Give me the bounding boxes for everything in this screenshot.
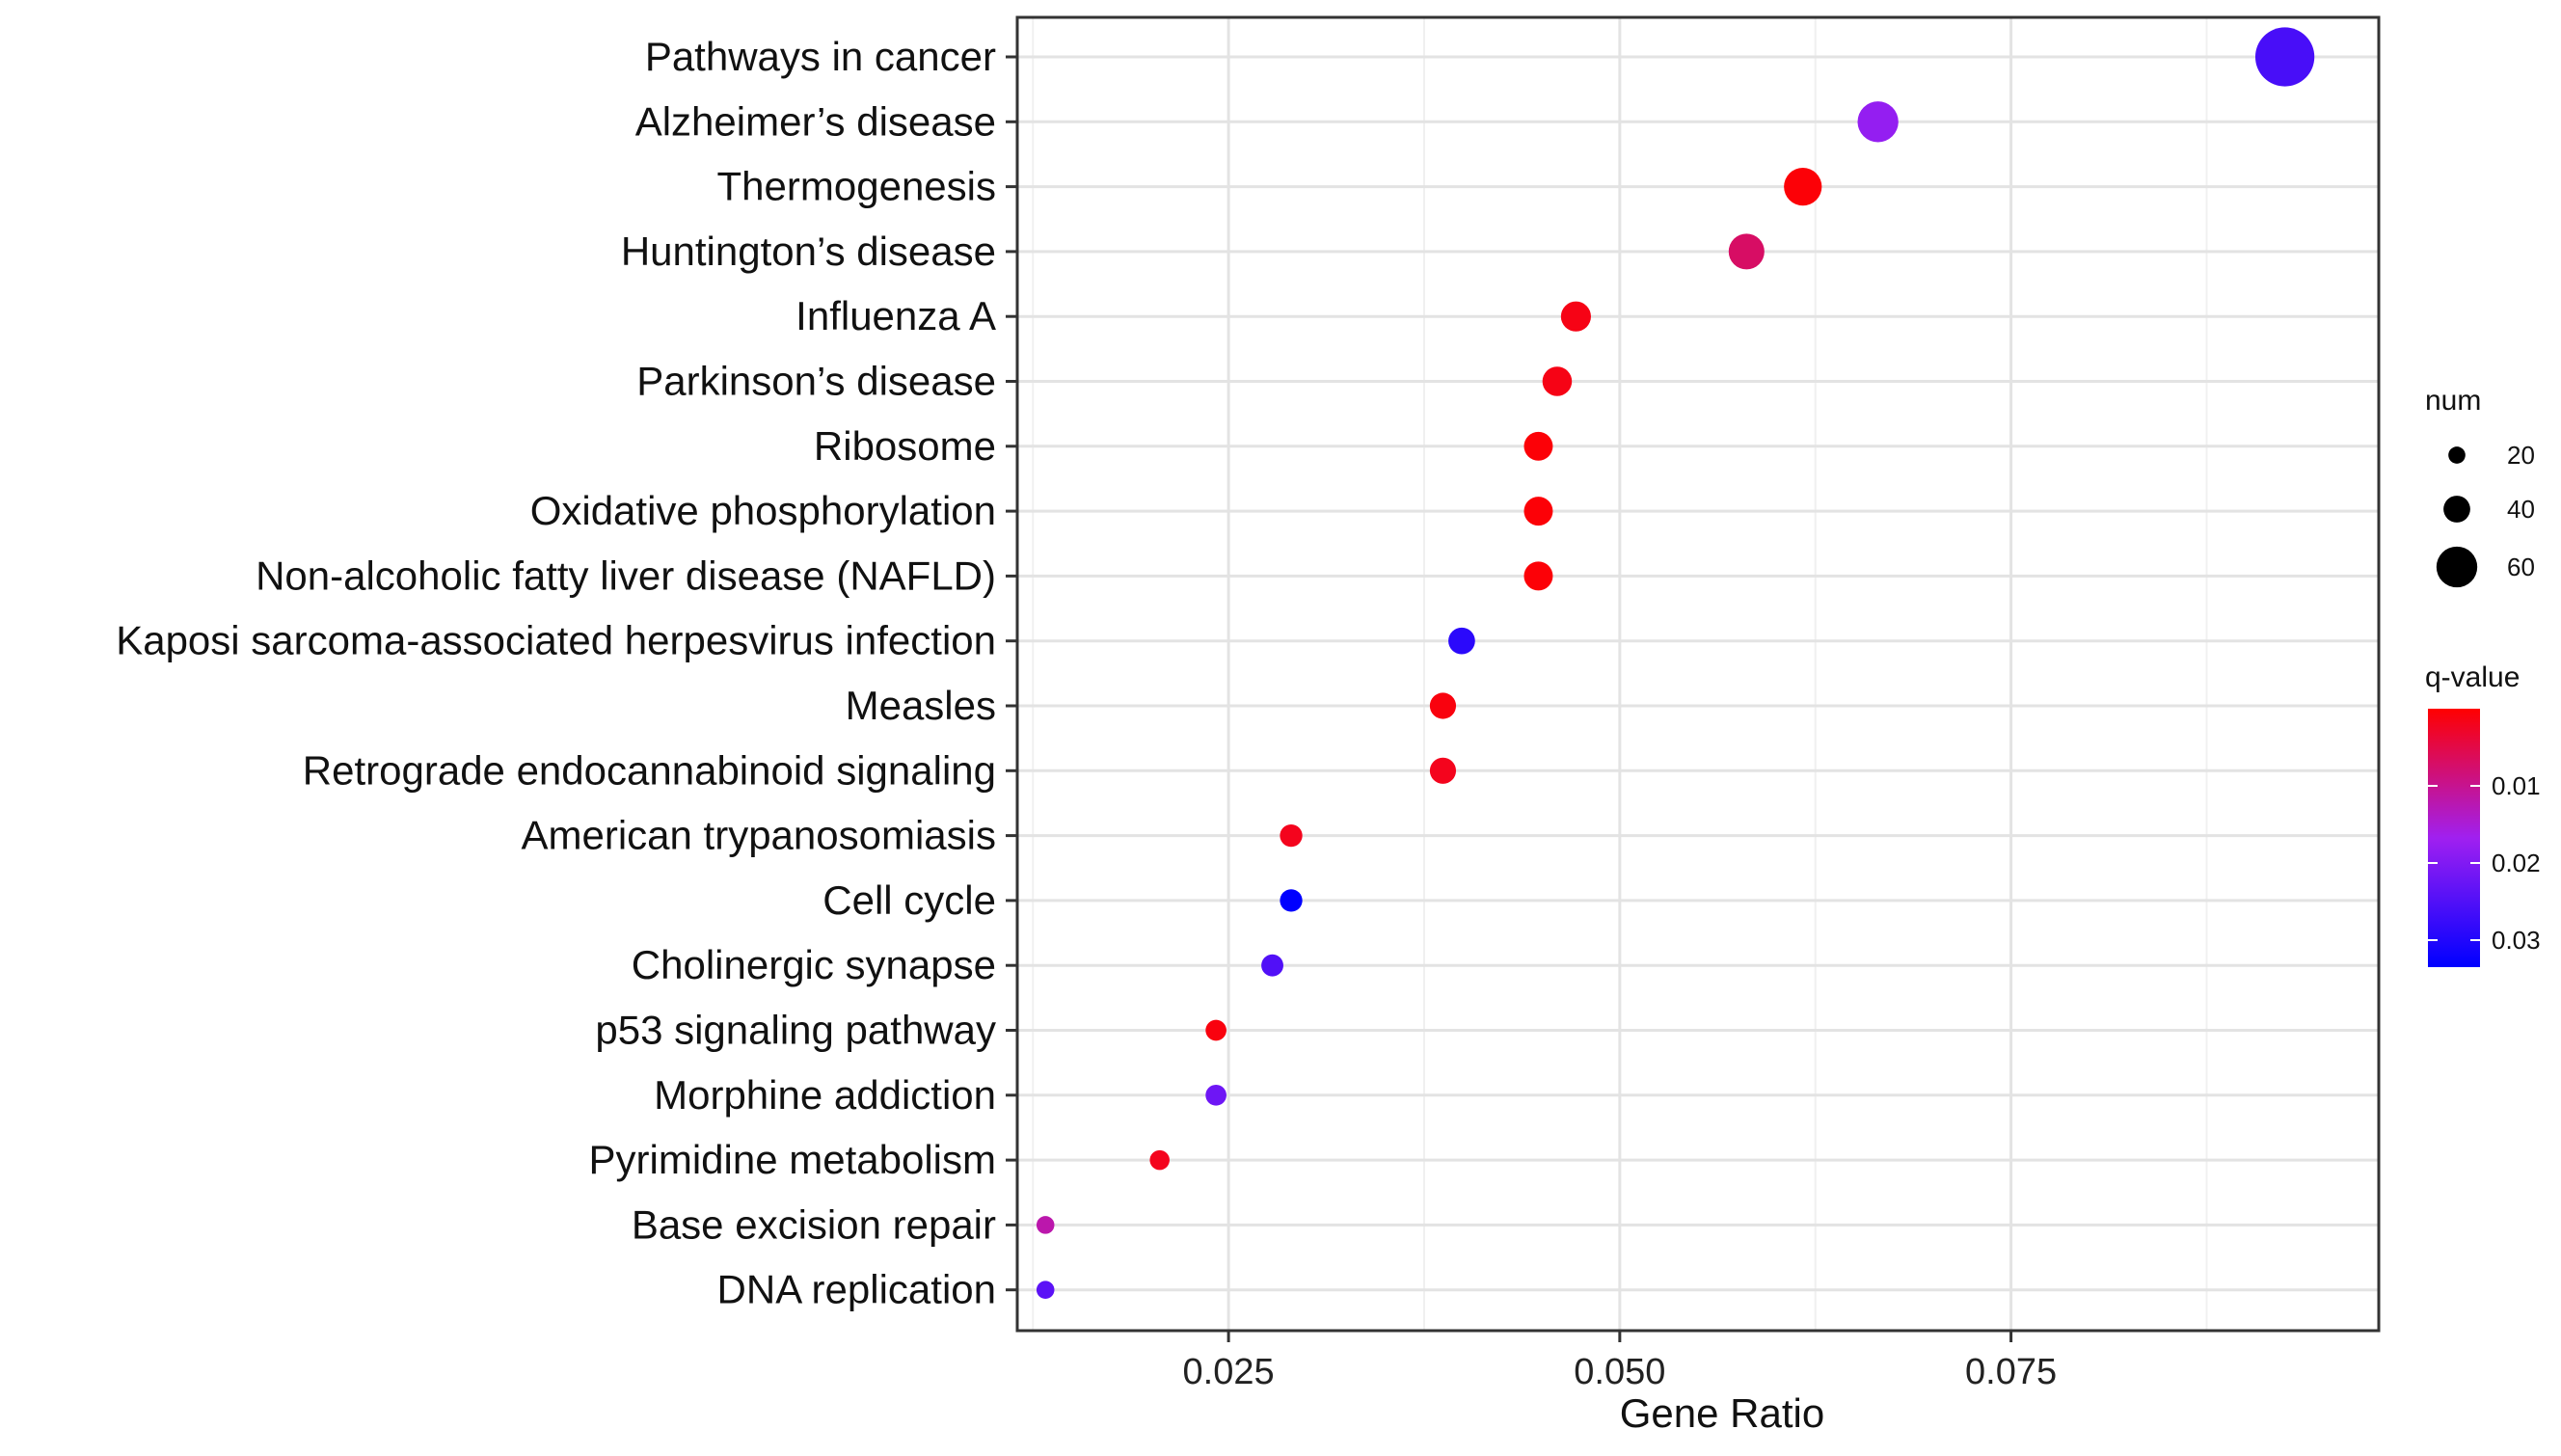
- category-label: Pyrimidine metabolism: [589, 1137, 996, 1182]
- data-point: [2254, 27, 2315, 87]
- data-point: [1857, 101, 1899, 143]
- data-point: [1036, 1216, 1055, 1234]
- category-label: Measles: [846, 683, 996, 728]
- category-label: Oxidative phosphorylation: [530, 488, 996, 533]
- data-point: [1523, 431, 1553, 461]
- category-label: DNA replication: [717, 1267, 996, 1312]
- q-value-colorbar: [2428, 709, 2480, 967]
- x-tick-labels: 0.025 0.050 0.075: [1183, 1352, 2058, 1392]
- category-label: Cholinergic synapse: [632, 942, 996, 987]
- category-label: Cell cycle: [822, 877, 996, 923]
- category-label: p53 signaling pathway: [595, 1008, 996, 1053]
- data-points: [1036, 27, 2315, 1299]
- category-label: Ribosome: [814, 423, 996, 469]
- data-point: [1205, 1019, 1227, 1041]
- size-legend-key: [2448, 446, 2466, 464]
- x-tick-label: 0.050: [1574, 1352, 1665, 1392]
- x-axis-title: Gene Ratio: [1620, 1390, 1824, 1436]
- category-label: Non-alcoholic fatty liver disease (NAFLD…: [256, 553, 996, 598]
- size-legend-label: 40: [2507, 495, 2535, 524]
- axis-ticks: [1006, 55, 2013, 1342]
- category-label: American trypanosomiasis: [521, 813, 996, 858]
- data-point: [1280, 823, 1303, 848]
- plot-panel-border: [1015, 15, 2381, 1333]
- category-label: Kaposi sarcoma-associated herpesvirus in…: [116, 618, 996, 663]
- size-legend: num 20 40 60: [2425, 385, 2535, 588]
- category-label: Retrograde endocannabinoid signaling: [303, 747, 996, 793]
- category-labels: Pathways in cancer Alzheimer’s disease The…: [116, 34, 996, 1312]
- category-label: Morphine addiction: [654, 1072, 996, 1118]
- category-label: Thermogenesis: [717, 164, 996, 209]
- data-point: [1261, 954, 1283, 977]
- colorbar-label: 0.01: [2492, 771, 2541, 800]
- data-point: [1523, 561, 1553, 591]
- category-label: Huntington’s disease: [621, 229, 996, 274]
- category-label: Pathways in cancer: [645, 34, 996, 79]
- data-point: [1036, 1281, 1055, 1299]
- size-legend-label: 60: [2507, 553, 2535, 581]
- x-tick-label: 0.075: [1965, 1352, 2057, 1392]
- data-point: [1429, 757, 1457, 784]
- data-point: [1728, 233, 1765, 270]
- data-point: [1542, 366, 1573, 396]
- data-point: [1448, 627, 1475, 655]
- data-point: [1560, 301, 1591, 332]
- size-legend-label: 20: [2507, 441, 2535, 470]
- x-tick-label: 0.025: [1183, 1352, 1275, 1392]
- data-point: [1429, 692, 1457, 719]
- data-point: [1523, 497, 1553, 526]
- size-legend-key: [2436, 546, 2478, 588]
- size-legend-title: num: [2425, 385, 2481, 417]
- data-point: [1149, 1149, 1170, 1171]
- data-point: [1205, 1084, 1227, 1106]
- category-label: Alzheimer’s disease: [635, 98, 996, 144]
- colorbar-label: 0.02: [2492, 849, 2541, 877]
- size-legend-key: [2443, 496, 2470, 523]
- grid-lines: [1017, 17, 2379, 1331]
- color-legend: q-value 0.01 0.02 0.03: [2425, 661, 2541, 967]
- color-legend-title: q-value: [2425, 661, 2520, 693]
- data-point: [1280, 889, 1303, 912]
- category-label: Parkinson’s disease: [636, 359, 996, 404]
- category-label: Base excision repair: [632, 1201, 996, 1247]
- category-label: Influenza A: [795, 293, 996, 338]
- data-point: [1784, 167, 1822, 206]
- colorbar-label: 0.03: [2492, 926, 2541, 955]
